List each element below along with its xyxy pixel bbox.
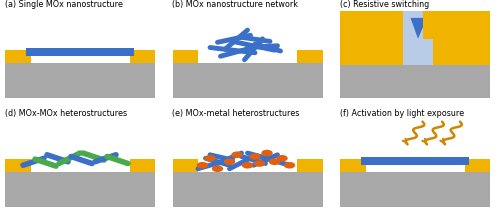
Bar — [464, 159, 490, 172]
Text: (d) MOx-MOx heterostructures: (d) MOx-MOx heterostructures — [5, 109, 127, 118]
Bar — [172, 172, 322, 207]
Bar — [340, 159, 365, 172]
Circle shape — [262, 150, 272, 156]
Bar — [198, 60, 297, 63]
Circle shape — [204, 155, 216, 162]
Text: (c) Resistive switching: (c) Resistive switching — [340, 0, 429, 9]
Text: (b) MOx nanostructure network: (b) MOx nanostructure network — [172, 0, 298, 9]
Bar — [297, 159, 322, 172]
Bar — [366, 169, 464, 172]
Bar — [433, 39, 463, 65]
Circle shape — [254, 160, 265, 167]
Circle shape — [242, 162, 253, 169]
Bar — [5, 159, 30, 172]
Bar — [422, 11, 433, 39]
Bar — [340, 11, 403, 65]
Circle shape — [212, 165, 223, 172]
Bar — [361, 157, 469, 165]
Circle shape — [197, 162, 208, 169]
Bar — [340, 172, 490, 207]
Text: (a) Single MOx nanostructure: (a) Single MOx nanostructure — [5, 0, 123, 9]
Circle shape — [269, 158, 280, 165]
Circle shape — [224, 158, 235, 165]
Bar — [172, 63, 322, 98]
Polygon shape — [410, 18, 427, 39]
Circle shape — [276, 155, 287, 162]
Circle shape — [250, 153, 260, 160]
Bar — [5, 172, 155, 207]
Bar — [297, 50, 322, 63]
Text: (e) MOx-metal heterostructures: (e) MOx-metal heterostructures — [172, 109, 300, 118]
Bar — [26, 48, 134, 56]
Bar — [30, 60, 130, 63]
Bar — [422, 11, 490, 39]
Bar — [30, 169, 130, 172]
Bar — [5, 50, 30, 63]
Bar — [198, 169, 297, 172]
Bar — [403, 11, 433, 65]
Bar — [340, 63, 490, 98]
Bar — [130, 50, 155, 63]
Bar — [172, 159, 198, 172]
Bar — [433, 39, 490, 65]
Text: (f) Activation by light exposure: (f) Activation by light exposure — [340, 109, 464, 118]
Circle shape — [284, 162, 295, 169]
Bar — [5, 63, 155, 98]
Bar — [172, 50, 198, 63]
Circle shape — [232, 152, 242, 158]
Bar — [130, 159, 155, 172]
